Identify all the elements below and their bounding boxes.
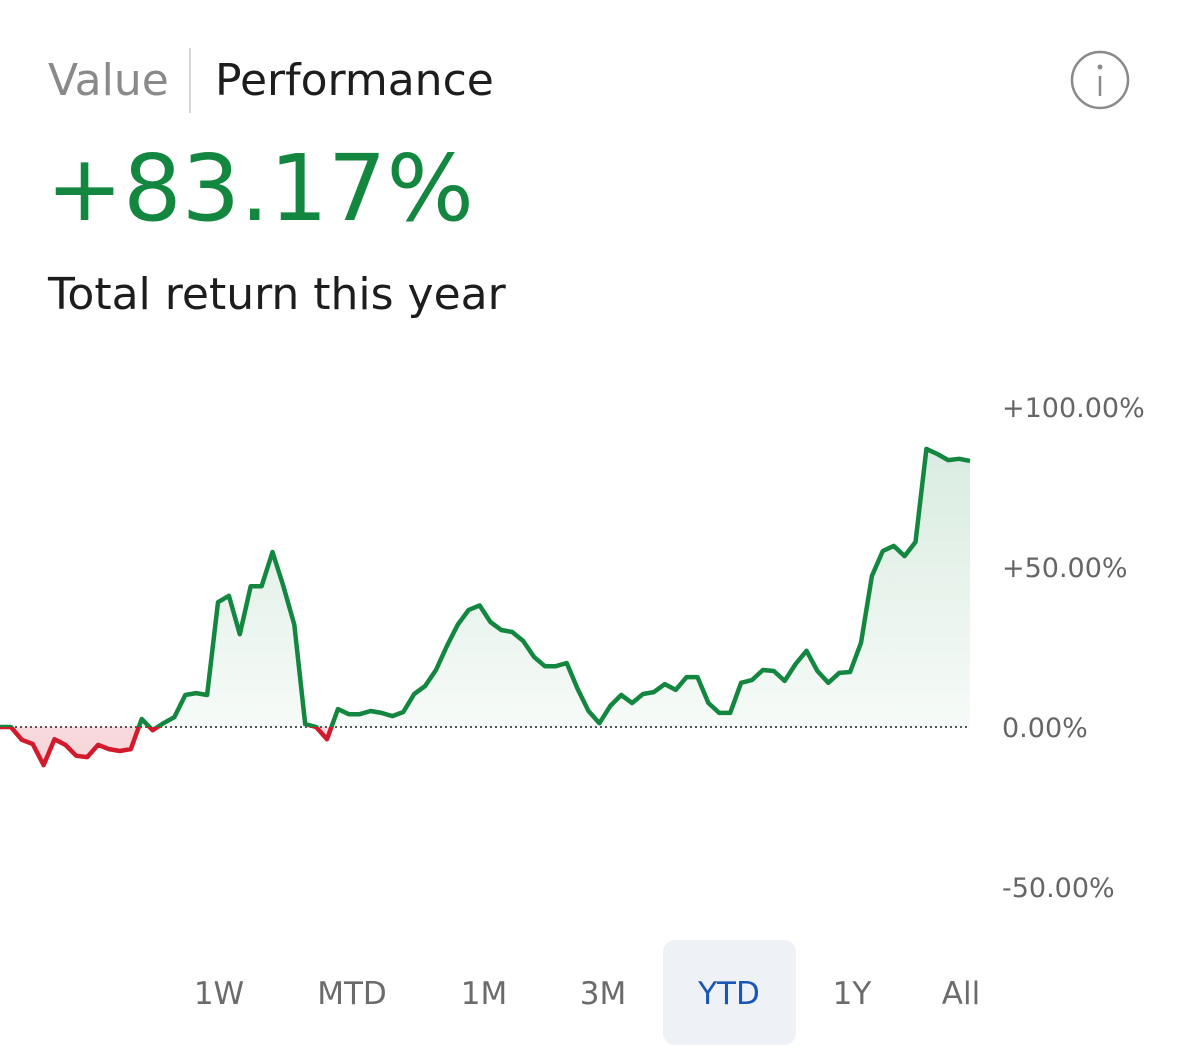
tab-value[interactable]: Value [48,55,169,106]
y-tick-label: +100.00% [1002,393,1145,424]
range-button[interactable]: All [942,976,980,1012]
range-button[interactable]: 3M [580,976,626,1012]
headline: +83.17% [46,135,474,242]
line-positive [0,446,971,727]
info-dot [1097,64,1103,70]
y-tick-label: -50.00% [1002,873,1115,904]
range-button[interactable]: YTD [697,976,760,1012]
range-button[interactable]: 1M [461,976,507,1012]
info-button[interactable] [1070,50,1130,110]
range-selector: 1W MTD 1M 3M YTD 1Y All [194,976,980,1012]
range-button[interactable]: 1Y [833,976,872,1012]
subtitle: Total return this year [47,269,507,320]
y-tick-label: 0.00% [1002,713,1088,744]
range-selected-bg [663,940,796,1045]
y-tick-label: +50.00% [1002,553,1128,584]
range-button[interactable]: MTD [317,976,387,1012]
info-circle [1070,50,1130,110]
tab-performance[interactable]: Performance [215,55,494,106]
area-negative [0,727,970,766]
plot: +100.00% +50.00% 0.00% -50.00% [0,393,1145,904]
range-button[interactable]: 1W [194,976,244,1012]
area-positive [0,448,970,727]
